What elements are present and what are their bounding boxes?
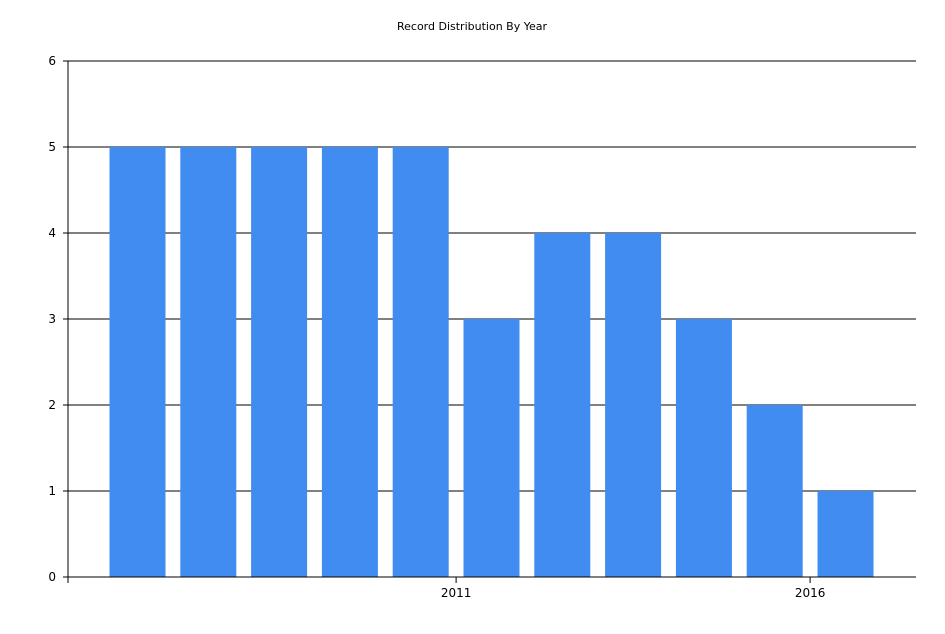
bar: [746, 405, 803, 577]
y-tick-label: 4: [48, 226, 56, 240]
bars: [109, 147, 874, 577]
bar: [109, 147, 166, 577]
x-tick-label: 2011: [441, 586, 472, 600]
y-tick-label: 1: [48, 484, 56, 498]
bar: [675, 319, 732, 577]
tick-labels: 0 1 2 3 4 5 6 2011 2016: [48, 54, 825, 600]
y-tick-label: 5: [48, 140, 56, 154]
y-tick-label: 6: [48, 54, 56, 68]
bar: [817, 491, 874, 577]
bar: [463, 319, 520, 577]
y-tick-label: 0: [48, 570, 56, 584]
bar: [392, 147, 449, 577]
axes: [63, 60, 916, 583]
bar: [321, 147, 378, 577]
y-tick-label: 2: [48, 398, 56, 412]
bar: [180, 147, 237, 577]
bar: [251, 147, 308, 577]
x-tick-label: 2016: [795, 586, 826, 600]
bar: [605, 233, 662, 577]
chart-title: Record Distribution By Year: [397, 20, 547, 33]
bar: [534, 233, 591, 577]
y-tick-label: 3: [48, 312, 56, 326]
